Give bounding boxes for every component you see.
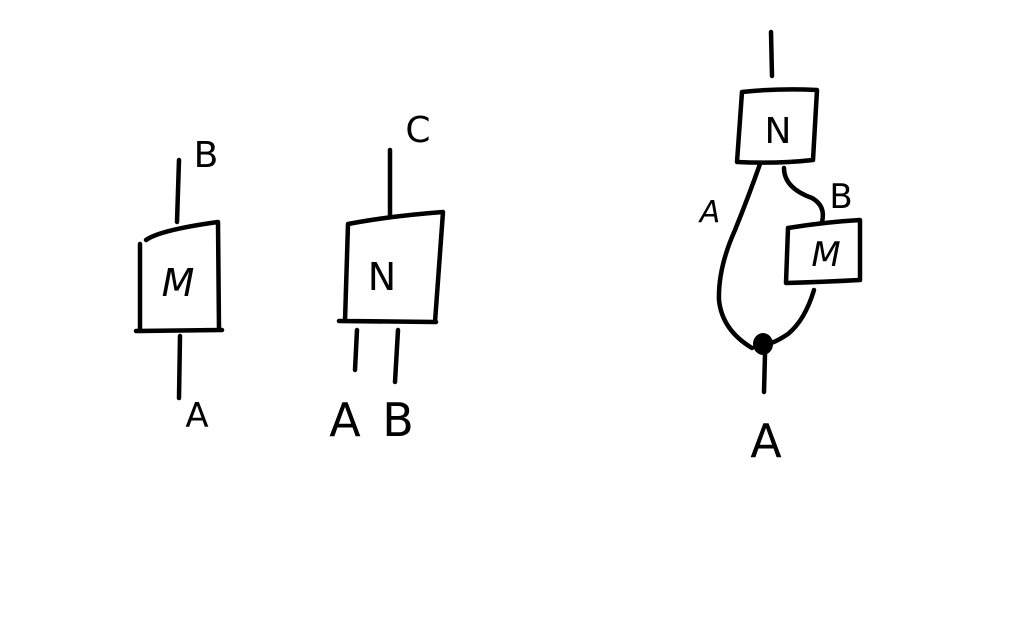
diagram-m: M B A <box>133 135 225 436</box>
wire-a-left <box>716 161 763 351</box>
diagram-n: N C A B <box>329 110 446 447</box>
box-m-side <box>783 217 863 286</box>
wire-a-bottom <box>176 333 183 401</box>
box-n-label: N <box>765 111 792 152</box>
box-n-top <box>734 87 820 165</box>
wire-c-label: C <box>405 110 430 151</box>
wire-b-bottom <box>392 327 401 385</box>
wire-a-label: A <box>185 396 208 436</box>
wire-top <box>768 29 775 79</box>
wire-a-label: A <box>329 393 361 447</box>
box-m-label: M <box>162 261 195 305</box>
wire-b-top <box>174 157 182 225</box>
box-m <box>133 219 225 334</box>
box-n-label: N <box>368 255 396 299</box>
wire-a-label: A <box>698 195 721 230</box>
merge-dot <box>753 333 773 355</box>
wire-m-down <box>765 287 817 347</box>
wire-bottom <box>761 351 768 395</box>
box-n <box>336 209 446 325</box>
wire-b-right <box>781 165 826 225</box>
diagram-composite: N M A B A <box>698 29 863 468</box>
wire-b-label: B <box>194 135 219 176</box>
wire-b-label: B <box>829 177 852 217</box>
box-m-label: M <box>811 235 840 275</box>
wire-a-bottom-label: A <box>750 414 782 468</box>
wire-a-bottom <box>352 327 360 373</box>
wire-b-label: B <box>382 393 414 447</box>
